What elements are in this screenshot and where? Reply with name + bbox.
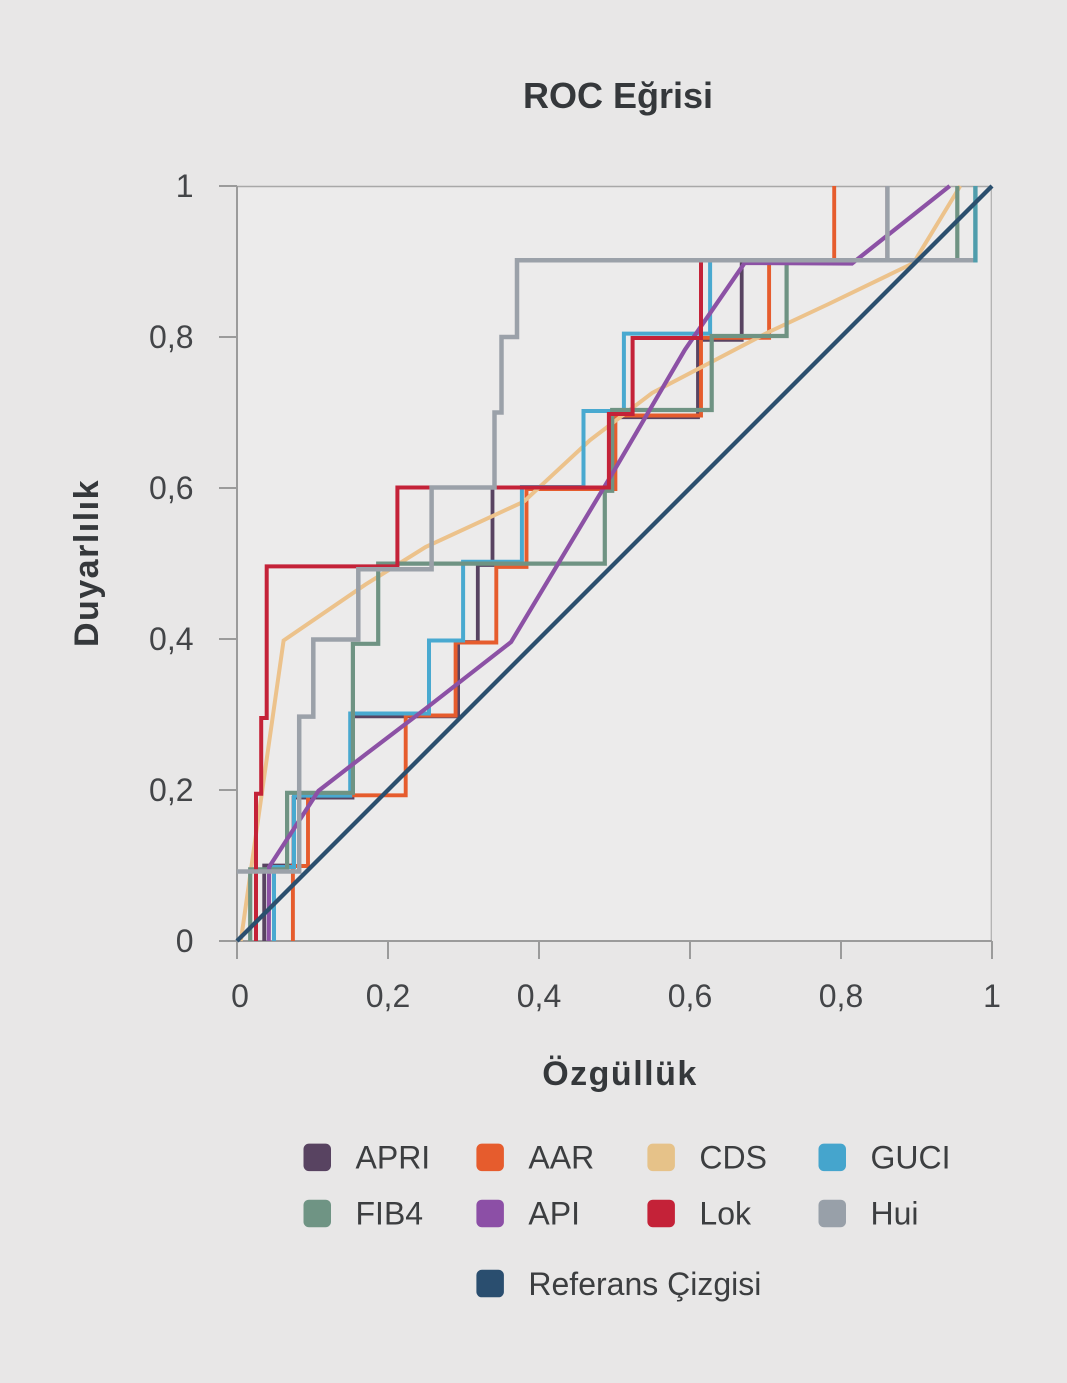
svg-text:GUCI: GUCI bbox=[871, 1140, 951, 1176]
svg-text:Hui: Hui bbox=[871, 1196, 919, 1232]
svg-text:Referans Çizgisi: Referans Çizgisi bbox=[528, 1266, 761, 1302]
svg-text:Özgüllük: Özgüllük bbox=[542, 1055, 698, 1093]
svg-text:0,6: 0,6 bbox=[668, 978, 712, 1014]
svg-text:API: API bbox=[528, 1196, 580, 1232]
svg-text:0,8: 0,8 bbox=[149, 319, 193, 355]
svg-text:AAR: AAR bbox=[528, 1140, 594, 1176]
svg-text:0,2: 0,2 bbox=[149, 772, 193, 808]
svg-text:0: 0 bbox=[176, 923, 194, 959]
svg-text:ROC Eğrisi: ROC Eğrisi bbox=[523, 75, 713, 116]
svg-text:Duyarlılık: Duyarlılık bbox=[68, 479, 106, 647]
svg-text:APRI: APRI bbox=[356, 1140, 431, 1176]
svg-text:FIB4: FIB4 bbox=[356, 1196, 424, 1232]
svg-text:0,6: 0,6 bbox=[149, 470, 193, 506]
svg-text:1: 1 bbox=[176, 168, 194, 204]
svg-text:0: 0 bbox=[231, 978, 249, 1014]
svg-text:CDS: CDS bbox=[699, 1140, 767, 1176]
svg-text:0,2: 0,2 bbox=[366, 978, 410, 1014]
svg-text:1: 1 bbox=[983, 978, 1001, 1014]
svg-text:0,8: 0,8 bbox=[819, 978, 863, 1014]
svg-text:Lok: Lok bbox=[699, 1196, 752, 1232]
svg-text:0,4: 0,4 bbox=[149, 621, 193, 657]
svg-text:0,4: 0,4 bbox=[517, 978, 561, 1014]
